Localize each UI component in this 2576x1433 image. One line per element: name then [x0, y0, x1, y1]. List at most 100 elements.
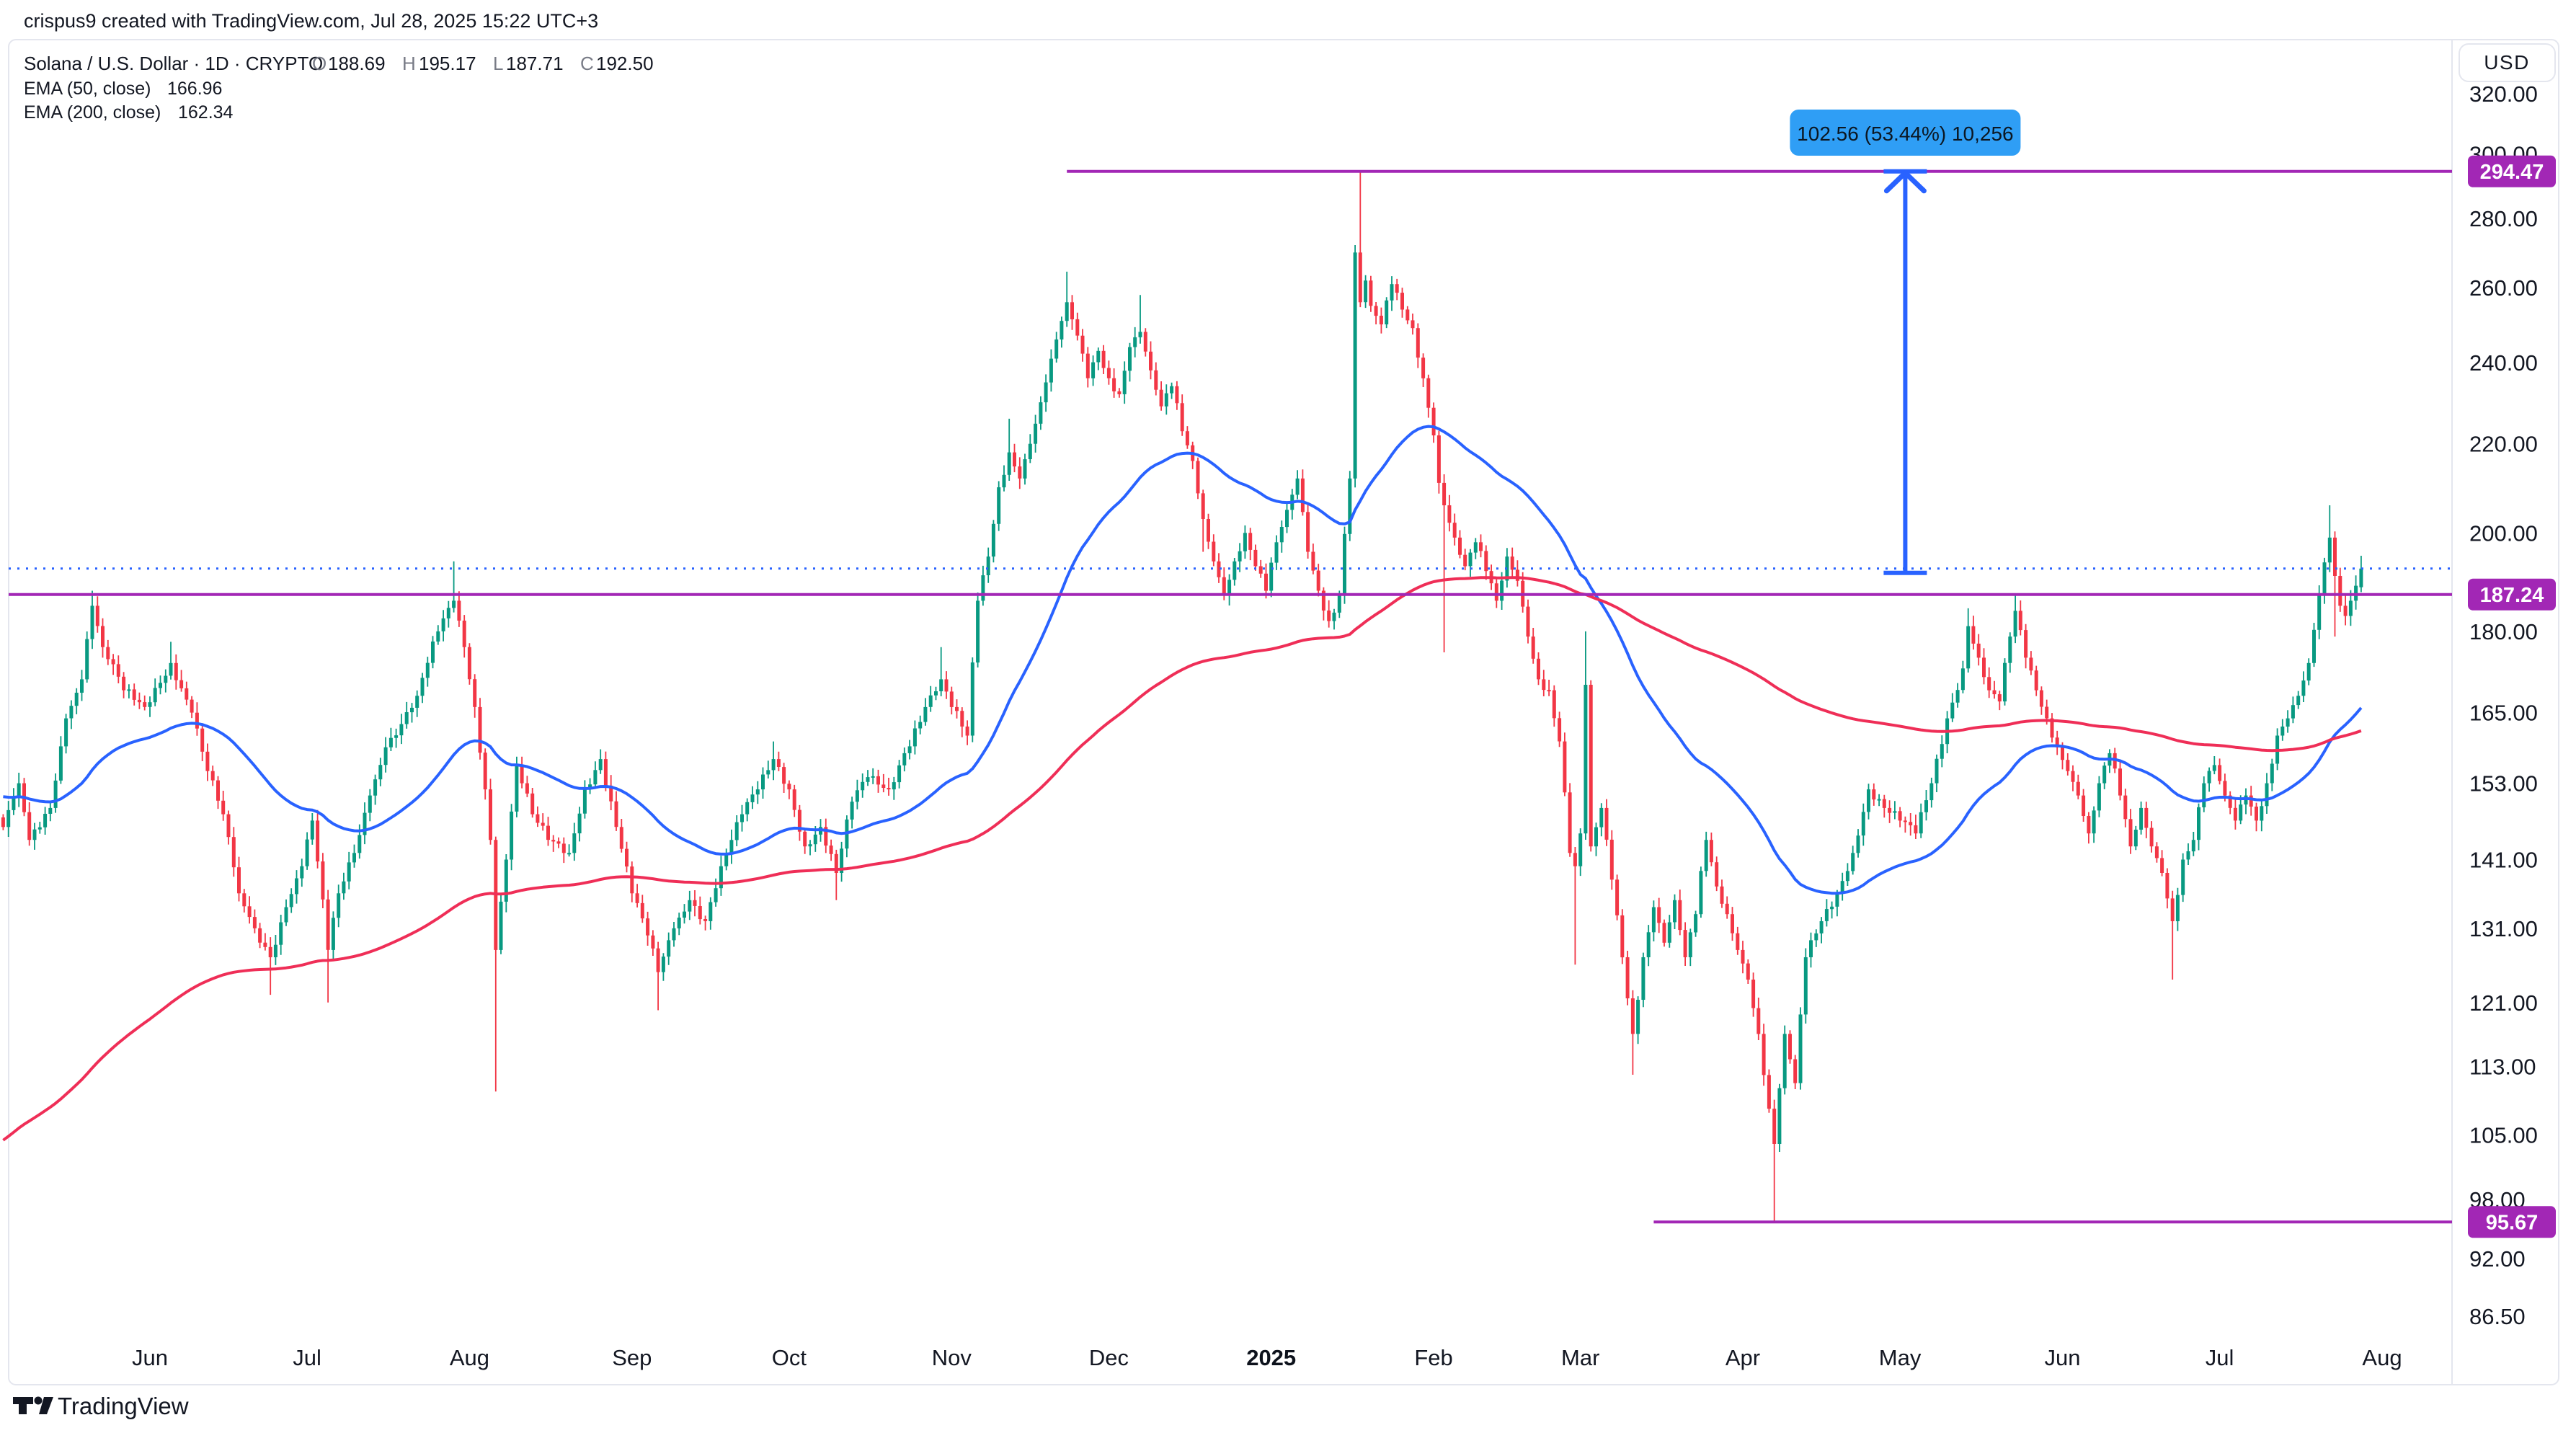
- candle-body: [1180, 403, 1184, 432]
- candle-body: [1447, 505, 1452, 523]
- ohlc-low-label: L: [493, 53, 503, 74]
- candle-body: [667, 940, 671, 957]
- currency-button-box[interactable]: [2459, 43, 2556, 82]
- candle-body: [572, 833, 577, 853]
- month-tick-label-Aug: Aug: [2362, 1345, 2402, 1370]
- candle-body: [2296, 696, 2301, 706]
- candle-body: [1122, 371, 1127, 394]
- ema200-label: EMA (200, close): [24, 102, 161, 123]
- measure-label-text: 102.56 (53.44%) 10,256: [1797, 123, 2013, 145]
- candle-body: [237, 867, 241, 894]
- candle-body: [2008, 636, 2012, 663]
- candle-body: [661, 957, 665, 972]
- candle-body: [190, 699, 194, 713]
- candle-body: [520, 765, 524, 784]
- candle-body: [1667, 922, 1671, 943]
- candle-body: [216, 780, 220, 801]
- candle-body: [153, 688, 157, 703]
- candle-body: [12, 797, 16, 810]
- candle-body: [719, 866, 723, 889]
- candle-body: [2097, 783, 2101, 811]
- candle-body: [85, 639, 89, 680]
- candle-body: [1196, 461, 1200, 494]
- candle-body: [724, 853, 729, 866]
- price-tick-label: 165.00: [2469, 701, 2538, 726]
- candle-body: [331, 918, 335, 950]
- price-range-measure-tool[interactable]: 102.56 (53.44%) 10,256: [1790, 110, 2021, 575]
- candle-body: [1080, 335, 1085, 354]
- candle-body: [755, 789, 760, 795]
- candle-body: [1982, 657, 1986, 678]
- candle-body: [939, 679, 943, 691]
- candle-body: [776, 759, 781, 767]
- month-tick-label-Jul: Jul: [293, 1345, 321, 1370]
- candle-body: [923, 706, 928, 722]
- candle-body: [95, 605, 99, 626]
- candle-body: [2312, 629, 2316, 663]
- price-badge-label: 187.24: [2480, 584, 2544, 607]
- candle-body: [2306, 662, 2311, 681]
- horizontal-level-drawings[interactable]: [9, 169, 2452, 1224]
- candle-body: [431, 642, 435, 663]
- ema50-legend-row[interactable]: EMA (50, close) 166.96: [24, 79, 222, 99]
- candle-body: [143, 702, 147, 707]
- candle-body: [1531, 636, 1535, 659]
- month-tick-label-Jul: Jul: [2206, 1345, 2234, 1370]
- candle-body: [1851, 853, 1855, 871]
- ema200-legend-row[interactable]: EMA (200, close) 162.34: [24, 102, 234, 123]
- candle-body: [483, 753, 487, 790]
- candle-body: [1117, 391, 1122, 394]
- candle-body: [546, 825, 550, 840]
- candle-body: [656, 948, 660, 972]
- candle-body: [1746, 963, 1750, 980]
- candle-body: [646, 918, 650, 936]
- candle-body: [1856, 835, 1860, 853]
- candle-body: [1929, 783, 1934, 801]
- candle-body: [2123, 795, 2128, 820]
- candle-body: [1143, 332, 1147, 352]
- time-scale[interactable]: Jun Jul Aug Sep Oct Nov Dec 2025 Feb Mar Apr May Jun…: [132, 1345, 2402, 1370]
- candle-body: [1861, 812, 1865, 836]
- candle-body: [1238, 551, 1242, 562]
- candle-body: [1138, 332, 1142, 337]
- candle-body: [404, 712, 409, 724]
- candle-body: [1609, 839, 1614, 880]
- symbol-title[interactable]: Solana / U.S. Dollar · 1D · CRYPTO: [24, 53, 323, 74]
- tradingview-logo-icon: [13, 1397, 33, 1414]
- candle-body: [1877, 799, 1881, 801]
- candle-body: [2144, 807, 2149, 828]
- candle-body: [866, 777, 870, 782]
- price-tick-label: 86.50: [2469, 1304, 2526, 1329]
- ohlc-close-label: C: [580, 53, 594, 74]
- candle-body: [761, 774, 765, 790]
- candle-body: [363, 812, 367, 835]
- candle-body: [388, 737, 393, 747]
- tradingview-logo[interactable]: TradingView: [13, 1393, 189, 1419]
- candle-body: [1091, 362, 1096, 378]
- candle-body: [672, 928, 676, 941]
- candle-body: [1070, 302, 1074, 319]
- candle-body: [1867, 789, 1870, 812]
- candle-body: [185, 688, 189, 700]
- currency-button[interactable]: USD: [2459, 43, 2556, 82]
- candle-body: [1683, 930, 1687, 957]
- candle-body: [90, 605, 94, 639]
- candle-body: [1641, 957, 1645, 1000]
- ema50-value: 166.96: [167, 79, 222, 99]
- month-tick-label-Aug: Aug: [450, 1345, 489, 1370]
- candle-body: [352, 853, 356, 863]
- measure-label-box[interactable]: [1790, 110, 2021, 156]
- candle-body: [263, 942, 267, 947]
- candle-body: [2039, 690, 2043, 707]
- candle-body: [300, 866, 304, 879]
- candle-body: [1149, 351, 1152, 371]
- candle-body: [1431, 407, 1436, 435]
- candle-body: [588, 784, 592, 789]
- month-tick-label-Jun: Jun: [2045, 1345, 2081, 1370]
- candle-body: [734, 822, 739, 840]
- candle-body: [1966, 626, 1971, 669]
- candle-body: [1337, 595, 1341, 613]
- candle-body: [1824, 909, 1829, 921]
- symbol-legend[interactable]: Solana / U.S. Dollar · 1D · CRYPTO O 188…: [24, 53, 654, 74]
